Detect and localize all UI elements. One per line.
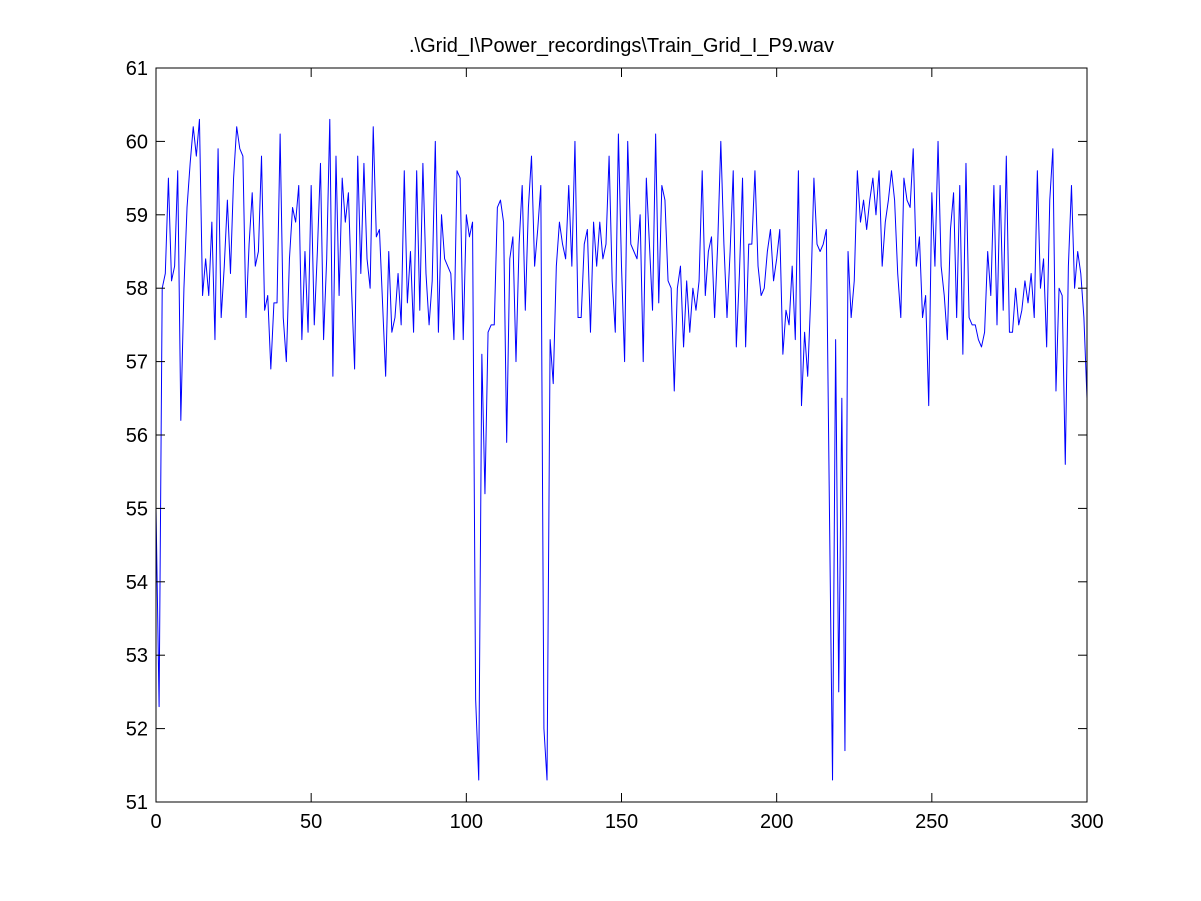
chart-title: .\Grid_I\Power_recordings\Train_Grid_I_P…: [409, 35, 834, 57]
x-tick-label: 100: [450, 811, 483, 833]
x-tick-label: 150: [605, 811, 638, 833]
y-tick-label: 59: [126, 205, 148, 227]
y-tick-label: 53: [126, 645, 148, 667]
x-tick-label: 250: [915, 811, 948, 833]
x-axis-ticks: 0 50 100 150 200 250 300: [150, 68, 1104, 833]
y-tick-label: 58: [126, 278, 148, 300]
y-tick-label: 51: [126, 792, 148, 814]
y-tick-label: 52: [126, 719, 148, 741]
plot-area: [155, 118, 1088, 781]
x-tick-label: 300: [1070, 811, 1103, 833]
x-tick-label: 0: [150, 811, 161, 833]
y-tick-label: 57: [126, 352, 148, 374]
x-tick-label: 50: [300, 811, 322, 833]
y-axis-ticks: 51 52 53 54 55 56 57 58 59 60 61: [126, 58, 1087, 814]
axes-box: [155, 67, 1088, 803]
y-tick-label: 61: [126, 58, 148, 80]
y-tick-label: 55: [126, 498, 148, 520]
series-line-1: [155, 118, 1088, 781]
x-tick-label: 200: [760, 811, 793, 833]
y-tick-label: 60: [126, 131, 148, 153]
y-tick-label: 56: [126, 425, 148, 447]
y-tick-label: 54: [126, 572, 148, 594]
